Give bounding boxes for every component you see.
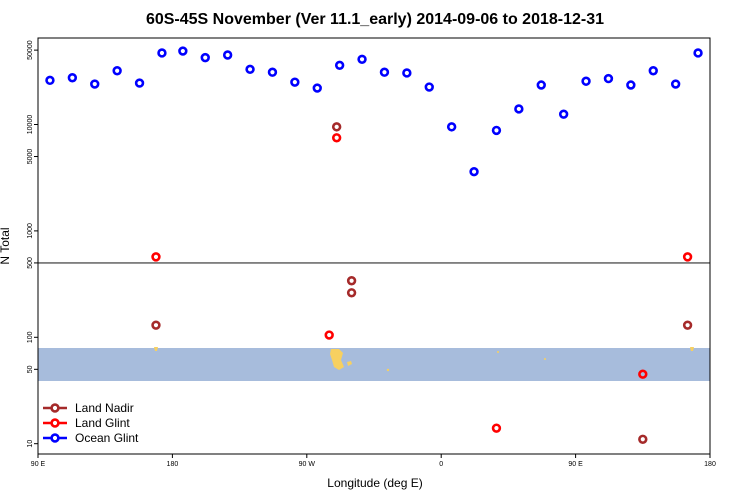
ocean-glint-point [157,48,167,58]
x-axis-label: Longitude (deg E) [327,476,422,490]
ocean-glint-point [469,167,479,177]
land-shape-left-isle [154,347,158,351]
ocean-glint-point [112,66,122,76]
legend-marker-land-nadir [50,403,60,413]
land-shape-small-island [347,361,352,366]
land-glint-point [151,252,161,262]
ocean-glint-point [267,67,278,77]
ocean-glint-point [402,68,412,78]
chart-title: 60S-45S November (Ver 11.1_early) 2014-0… [146,11,604,28]
ocean-glint-point [648,66,658,76]
ocean-glint-point [626,80,636,90]
legend-marker-ocean-glint [50,433,60,443]
y-tick-label: 50 [27,365,34,373]
land-glint-point [331,133,342,143]
land-shape-speck [544,358,546,360]
plot-frame [37,37,711,455]
y-axis-label: N Total [0,227,12,264]
ocean-glint-point [670,79,681,89]
ocean-glint-point [424,82,434,92]
y-tick-label: 5000 [27,149,34,165]
y-tick-label: 10 [27,440,34,448]
x-tick-label: 180 [704,461,716,468]
ocean-glint-point [514,104,524,114]
ocean-glint-point [200,52,210,63]
land-shape-right-isle [690,347,694,351]
land-shape-speck [497,351,499,353]
x-tick-label: 90 E [568,461,583,468]
data-points [45,46,703,444]
land-glint-point [638,369,648,379]
ocean-glint-point [90,79,100,89]
land-shape-falklands [330,349,344,370]
y-axis: 10 50 100 500 1000 5000 10000 50000 [27,40,38,448]
y-tick-label: 50000 [27,40,34,60]
ocean-glint-point [536,80,546,90]
ocean-glint-point [558,109,569,119]
y-tick-label: 100 [27,331,34,343]
legend-marker-land-glint [50,418,60,428]
ocean-glint-point [379,67,390,77]
land-shapes [154,347,694,372]
ocean-glint-point [581,76,591,86]
ocean-glint-point [245,64,255,75]
ocean-glint-point [178,46,188,56]
ocean-glint-point [67,73,78,83]
x-tick-label: 180 [167,461,179,468]
legend-label-ocean-glint: Ocean Glint [75,431,139,445]
ocean-glint-point [134,78,145,88]
ocean-glint-point [334,60,345,71]
ocean-glint-point [491,125,502,136]
land-nadir-point [346,288,357,298]
land-glint-point [324,330,334,340]
legend-label-land-nadir: Land Nadir [75,401,134,415]
y-tick-label: 10000 [27,115,34,135]
ocean-glint-point [357,54,367,64]
ocean-glint-point [603,73,614,84]
x-axis: 90 E 180 90 W 0 90 E 180 [31,454,716,468]
ocean-glint-point [290,77,300,87]
ocean-glint-point [222,50,233,60]
land-nadir-point [682,320,693,330]
land-glint-point [491,423,502,433]
legend-label-land-glint: Land Glint [75,416,130,430]
ocean-band [38,348,710,381]
ocean-glint-point [693,48,703,58]
ocean-glint-point [45,75,55,86]
ocean-glint-point [446,122,457,132]
y-tick-label: 500 [27,257,34,269]
x-tick-label: 90 W [299,461,316,468]
y-tick-label: 1000 [27,223,34,239]
land-shape-speck [386,368,390,372]
land-nadir-point [638,434,648,444]
land-nadir-point [331,122,342,132]
x-tick-label: 90 E [31,461,46,468]
land-nadir-point [151,320,161,330]
land-glint-point [682,252,693,262]
x-tick-label: 0 [439,461,443,468]
land-nadir-point [346,276,357,286]
ocean-glint-point [312,83,322,93]
